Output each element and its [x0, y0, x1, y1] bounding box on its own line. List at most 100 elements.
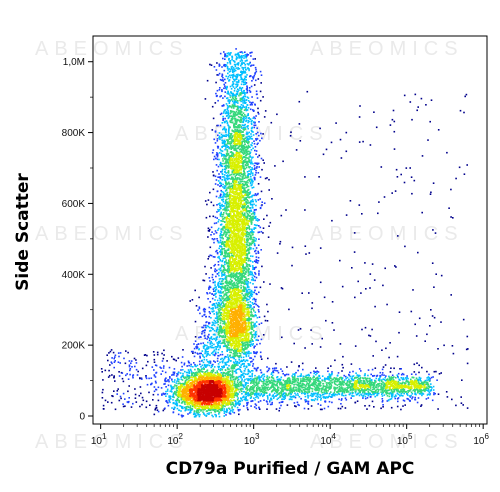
event-dot [218, 282, 220, 285]
event-dot [249, 394, 252, 397]
event-dot [305, 399, 307, 401]
event-dot [251, 255, 254, 258]
event-dot [294, 396, 297, 399]
event-dot [186, 406, 188, 408]
event-dot [245, 149, 248, 152]
event-dot [333, 381, 336, 384]
event-dot [316, 370, 318, 373]
event-dot [232, 83, 235, 85]
event-dot [217, 241, 220, 244]
event-dot [240, 73, 243, 76]
event-dot [224, 53, 226, 55]
event-dot [281, 388, 283, 390]
event-dot [198, 352, 201, 355]
event-dot [241, 90, 243, 93]
event-dot [224, 235, 227, 238]
event-dot [198, 348, 200, 350]
event-dot [246, 192, 249, 194]
event-dot [211, 342, 213, 345]
event-dot [389, 124, 392, 126]
event-dot [233, 117, 236, 120]
event-dot [223, 365, 225, 367]
event-dot [215, 292, 217, 295]
event-dot [213, 346, 215, 349]
event-dot [258, 225, 260, 227]
event-dot [255, 382, 258, 385]
event-dot [249, 364, 251, 366]
event-dot [275, 390, 277, 393]
event-dot [251, 168, 254, 171]
event-dot [249, 375, 251, 378]
event-dot [266, 177, 268, 179]
event-dot [162, 392, 165, 395]
event-dot [240, 356, 243, 359]
event-dot [243, 57, 245, 59]
event-dot [243, 365, 245, 368]
event-dot [231, 83, 234, 86]
event-dot [204, 308, 207, 311]
event-dot [174, 384, 176, 386]
event-dot [246, 85, 248, 87]
event-dot [232, 403, 235, 405]
event-dot [250, 388, 252, 391]
event-dot [216, 155, 219, 158]
event-dot [426, 387, 428, 389]
event-dot [185, 371, 188, 374]
event-dot [202, 361, 205, 364]
event-dot [253, 275, 256, 278]
event-dot [315, 367, 317, 369]
event-dot [258, 323, 261, 326]
event-dot [273, 392, 276, 395]
event-dot [405, 378, 408, 381]
event-dot [381, 374, 383, 376]
event-dot [221, 203, 223, 206]
event-dot [359, 379, 361, 381]
event-dot [223, 83, 225, 86]
event-dot [200, 409, 203, 411]
event-dot [183, 377, 186, 380]
event-dot [216, 140, 219, 142]
event-dot [275, 369, 277, 372]
event-dot [247, 382, 249, 384]
event-dot [345, 389, 347, 392]
event-dot [234, 78, 237, 81]
event-dot [219, 306, 222, 308]
event-dot [264, 383, 267, 385]
event-dot [222, 237, 224, 240]
event-dot [243, 79, 246, 81]
event-dot [210, 369, 213, 372]
event-dot [334, 377, 337, 380]
event-dot [257, 252, 260, 254]
event-dot [227, 170, 230, 172]
event-dot [230, 356, 232, 359]
event-dot [221, 260, 223, 263]
event-dot [224, 202, 226, 205]
event-dot [293, 376, 296, 378]
event-dot [381, 401, 384, 403]
event-dot [400, 173, 402, 176]
event-dot [219, 353, 222, 356]
event-dot [250, 170, 252, 173]
event-dot [254, 58, 256, 60]
event-dot [295, 371, 297, 374]
event-dot [382, 404, 384, 406]
event-dot [229, 174, 231, 176]
event-dot [218, 286, 220, 288]
event-dot [224, 78, 226, 81]
event-dot [266, 320, 269, 322]
event-dot [222, 287, 225, 289]
event-dot [243, 71, 245, 74]
event-dot [232, 68, 234, 71]
watermark-text: ABEOMICS [175, 123, 329, 145]
event-dot [237, 62, 240, 64]
event-dot [251, 182, 254, 184]
event-dot [195, 346, 197, 348]
event-dot [332, 378, 334, 380]
event-dot [251, 64, 253, 67]
event-dot [251, 370, 254, 372]
event-dot [380, 166, 383, 168]
event-dot [263, 162, 265, 164]
event-dot [228, 164, 230, 166]
event-dot [255, 150, 258, 152]
event-dot [215, 92, 217, 95]
